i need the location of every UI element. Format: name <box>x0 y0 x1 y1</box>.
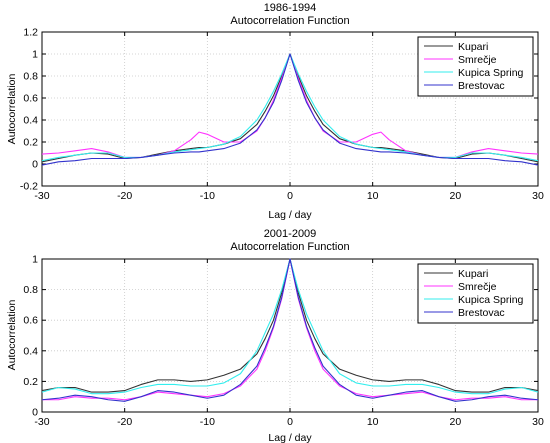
y-tick-label: 0.2 <box>23 137 38 149</box>
y-tick-label: 0.2 <box>23 376 38 388</box>
legend: Kupari Smrečje Kupica Spring Brestovac <box>417 263 534 324</box>
x-tick-label: 20 <box>449 416 461 428</box>
y-axis-label: Autocorrelation <box>6 74 18 145</box>
series-line-brestovac <box>41 53 539 166</box>
x-tick-label: 10 <box>367 190 379 202</box>
legend-label-brestovac: Brestovac <box>458 307 505 319</box>
chart-title-line2: Autocorrelation Function <box>230 241 349 253</box>
series-lines <box>41 53 539 166</box>
x-tick-label: 10 <box>367 416 379 428</box>
legend-box <box>417 36 534 97</box>
x-tick-label: -20 <box>117 190 132 202</box>
x-tick-label: -10 <box>200 190 215 202</box>
x-tick-label: 30 <box>532 416 544 428</box>
chart-title-line2: Autocorrelation Function <box>230 15 349 27</box>
legend-label-smrecje: Smrečje <box>458 54 497 66</box>
x-axis-label: Lag / day <box>268 209 312 221</box>
panel-1986-1994: 1986-1994 Autocorrelation Function -0.2 0… <box>6 2 544 221</box>
legend-label-kupari: Kupari <box>458 41 488 53</box>
y-tick-label: 0 <box>32 407 38 419</box>
x-tick-label: 20 <box>449 190 461 202</box>
x-tick-labels: -30 -20 -10 0 10 20 30 <box>34 416 544 428</box>
legend-label-smrecje: Smrečje <box>458 281 497 293</box>
x-tick-label: 30 <box>532 190 544 202</box>
x-tick-label: -30 <box>34 416 49 428</box>
x-tick-label: -20 <box>117 416 132 428</box>
y-tick-label: 0.4 <box>23 345 38 357</box>
legend-label-kupica-spring: Kupica Spring <box>458 294 524 306</box>
x-tick-label: -10 <box>200 416 215 428</box>
y-tick-labels: 0 0.2 0.4 0.6 0.8 1 <box>23 254 38 419</box>
y-tick-labels: -0.2 0 0.2 0.4 0.6 0.8 1 1.2 <box>20 27 38 193</box>
y-tick-label: -0.2 <box>20 181 38 193</box>
legend-label-kupica-spring: Kupica Spring <box>458 67 524 79</box>
legend-box <box>417 263 534 324</box>
x-axis-label: Lag / day <box>268 432 312 443</box>
y-tick-label: 1.2 <box>23 27 38 39</box>
y-tick-label: 1 <box>32 254 38 266</box>
axis-ticks <box>41 258 539 413</box>
y-tick-label: 0 <box>32 159 38 171</box>
y-tick-label: 0.6 <box>23 93 38 105</box>
x-tick-labels: -30 -20 -10 0 10 20 30 <box>34 190 544 202</box>
series-lines <box>41 258 539 402</box>
y-tick-label: 1 <box>32 49 38 61</box>
axis-ticks <box>41 31 539 187</box>
series-line-brestovac <box>41 258 539 402</box>
panel-2001-2009: 2001-2009 Autocorrelation Function 00.20… <box>6 228 544 443</box>
legend-label-brestovac: Brestovac <box>458 80 505 92</box>
y-tick-label: 0.4 <box>23 115 38 127</box>
chart-title-line1: 1986-1994 <box>264 2 317 14</box>
legend-label-kupari: Kupari <box>458 268 488 280</box>
x-tick-label: 0 <box>287 416 293 428</box>
legend: Kupari Smrečje Kupica Spring Brestovac <box>417 36 534 97</box>
y-tick-label: 0.6 <box>23 315 38 327</box>
x-tick-label: -30 <box>34 190 49 202</box>
x-tick-label: 0 <box>287 190 293 202</box>
chart-title-line1: 2001-2009 <box>264 228 317 240</box>
y-tick-label: 0.8 <box>23 284 38 296</box>
y-axis-label: Autocorrelation <box>6 300 18 371</box>
y-tick-label: 0.8 <box>23 71 38 83</box>
